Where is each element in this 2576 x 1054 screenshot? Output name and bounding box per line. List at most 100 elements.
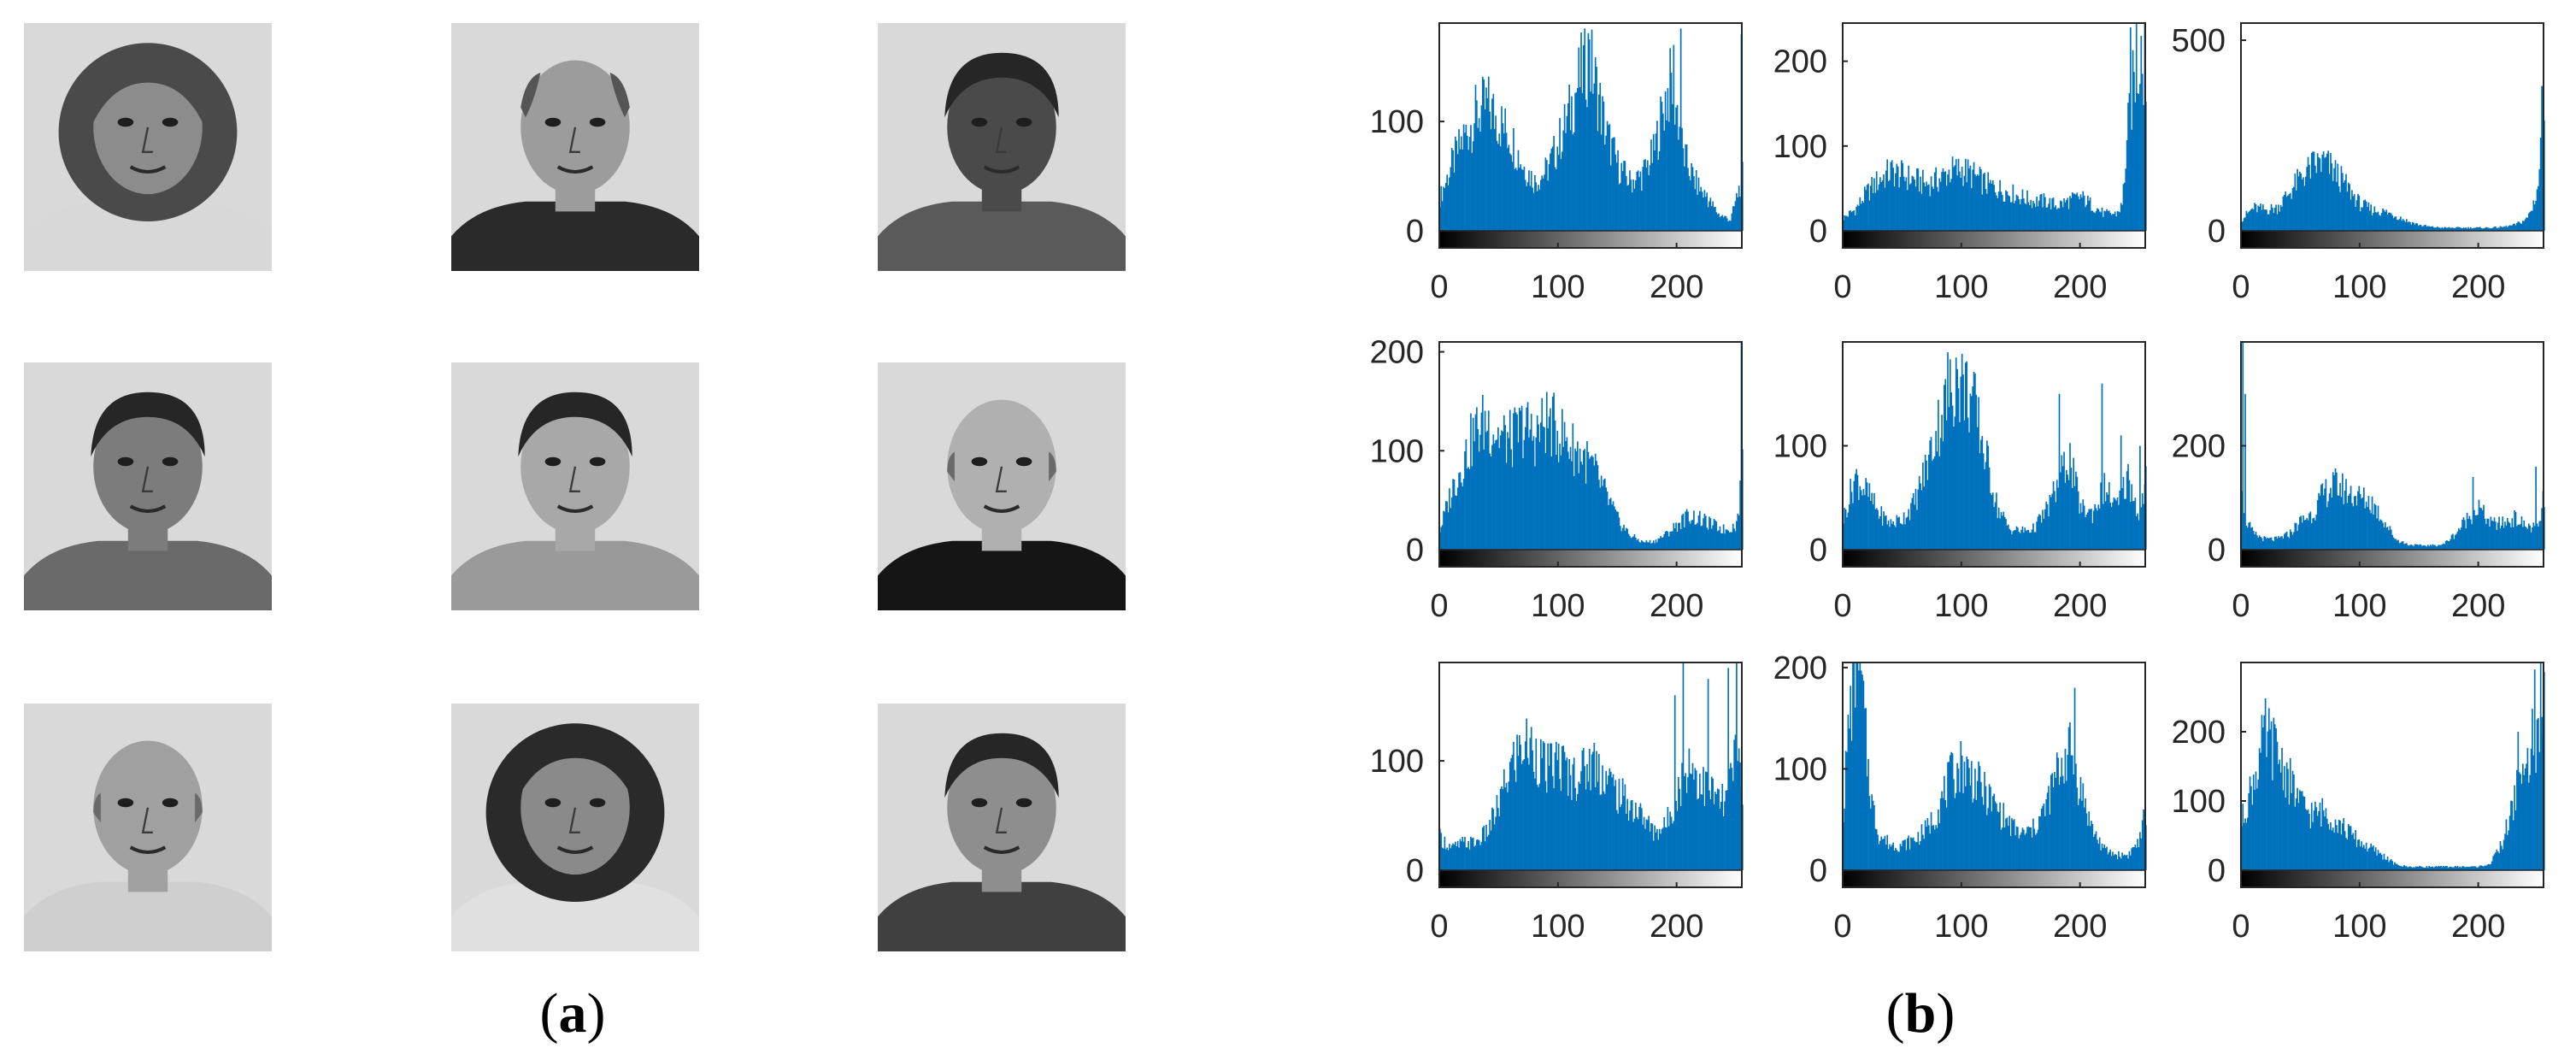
histogram-bar [1950,392,1953,550]
histogram-bar [2514,223,2515,231]
histogram-bar [2460,227,2462,231]
histogram-bar [2474,515,2477,550]
histogram-bar [2325,479,2327,550]
histogram-bar [1898,187,1900,231]
histogram-bar [1883,839,1885,870]
histogram-bar [2392,218,2395,231]
histogram-bar [1947,174,1949,231]
histogram-bar [1923,182,1926,231]
y-tick-label: 100 [1773,751,1827,787]
histogram-bar [2333,168,2335,231]
histogram-bar [2397,864,2399,870]
histogram-bar [2483,504,2485,550]
histogram-bar [2480,228,2483,231]
histogram-bar [2508,226,2510,231]
histogram-bar [1586,763,1588,870]
histogram-bar [2320,171,2322,231]
histogram-bar [2276,538,2279,550]
histogram-bar [2367,202,2370,231]
histogram-bar [2526,217,2527,231]
histogram-bar [1993,507,1995,550]
histogram-bar [1443,510,1444,550]
histogram-bar [2403,865,2405,870]
histogram-bar [1566,115,1568,231]
histogram-bar [2312,151,2314,231]
histogram-bar [1556,146,1559,231]
histogram-bar [2071,755,2073,870]
histogram-bar [2411,867,2414,870]
histogram-bar [2526,528,2529,550]
histogram-bar [1666,827,1667,870]
histogram-bar [2351,503,2353,550]
histogram-bar [2297,787,2298,870]
histogram-bar [1467,467,1470,550]
histogram-bar [2350,826,2352,870]
histogram-bar [2388,530,2390,550]
histogram-bar [2006,191,2008,231]
histogram-bar [2465,528,2467,550]
histogram-bar [2025,530,2027,550]
histogram-bar [1953,427,1955,550]
x-tick-label: 0 [1430,588,1448,624]
histogram-bar [1982,174,1985,231]
y-tick-label: 0 [1406,533,1424,568]
histogram-bar [2481,866,2484,870]
histogram-bar [2140,507,2143,550]
histogram-bar [1679,127,1681,231]
histogram-bar [1997,507,2000,550]
histogram-bar [1712,525,1714,550]
histogram-bar [2266,757,2267,870]
histogram-bar [2386,527,2389,550]
histogram-bar [1615,162,1618,231]
histogram-bar [2361,207,2362,231]
histogram-bar [1511,755,1514,870]
histogram-bar [1441,201,1444,231]
histogram-bar [1484,109,1486,231]
histogram-bar [2092,212,2095,231]
histogram-bar [2043,803,2045,870]
histogram-bar [1502,123,1504,231]
histogram-bar [2301,522,2303,550]
histogram-bar [2508,225,2511,231]
histogram-bar [1578,781,1580,870]
histogram-bar [2313,810,2315,870]
histogram-bar [1679,28,1682,231]
histogram-bar [2391,534,2393,550]
histogram-bar [1605,487,1608,550]
histogram-bar [2092,510,2095,550]
histogram-bar [1468,468,1471,550]
histogram-bar [2459,530,2461,550]
histogram-bar [1514,168,1517,231]
histogram-bar [1572,764,1574,870]
histogram-bar [1563,751,1566,870]
histogram-bar [1875,829,1878,870]
histogram-bar [1667,826,1670,870]
histogram-bar [1712,778,1714,870]
histogram-bar [2489,864,2491,870]
histogram-bar [1737,513,1739,550]
histogram-bar [1508,781,1510,870]
histogram-bar [2048,786,2050,870]
histogram-bar [2023,198,2025,231]
histogram-bar [2456,227,2459,231]
histogram-bar [2063,451,2065,550]
histogram-bar [1948,762,1950,870]
histogram-bar [2079,777,2082,870]
histogram-bar [2322,151,2325,231]
histogram-bar [1551,146,1554,231]
histogram-bar [2143,809,2144,870]
histogram-bar [2438,545,2440,550]
histogram-bar [2347,182,2350,231]
histogram-bar [1701,794,1703,870]
histogram-bar [2520,223,2521,231]
histogram-bar [1691,763,1694,870]
histogram-bar [1713,207,1715,231]
histogram-bar [2252,774,2255,870]
histogram-bar [1470,413,1472,550]
histogram-bar [1609,498,1611,550]
histogram-bar [1709,201,1710,231]
histogram-bar [1593,83,1596,231]
histogram-bar [1936,451,1938,550]
histogram-bar [1535,738,1538,870]
histogram-bar [2115,500,2117,550]
